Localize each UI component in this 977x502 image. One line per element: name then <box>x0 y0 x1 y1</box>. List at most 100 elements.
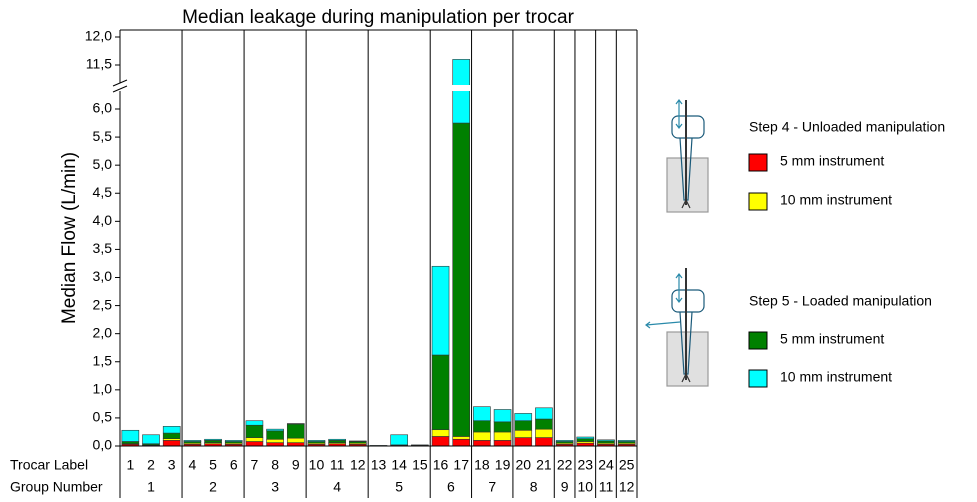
y-tick-label: 2,0 <box>93 324 113 340</box>
bar-segment <box>204 438 222 441</box>
axis-break-gap <box>114 83 126 91</box>
bar-segment <box>286 442 305 447</box>
bar-segment <box>493 409 512 423</box>
bar-segment <box>286 423 305 425</box>
bar-segment <box>617 440 636 442</box>
x-tick-label: 6 <box>230 457 238 473</box>
bar-segment <box>245 420 264 426</box>
bar-segment <box>121 429 140 442</box>
legend-label: 10 mm instrument <box>780 369 892 385</box>
bar-segment <box>597 440 615 444</box>
y-tick-label: 1,0 <box>93 381 113 397</box>
legend-title: Step 5 - Loaded manipulation <box>749 293 932 309</box>
bar-segment <box>555 440 574 442</box>
x-tick-label: 16 <box>433 457 449 473</box>
bar-segment <box>535 428 553 438</box>
legend-swatch <box>748 331 768 350</box>
bar-segment <box>162 426 181 434</box>
x-tick-label: 14 <box>391 457 407 473</box>
x-tick-label: 5 <box>209 457 217 473</box>
bar-segment <box>307 440 326 442</box>
y-tick-label: 2,5 <box>93 296 113 312</box>
bar-segment <box>535 407 553 420</box>
x-tick-label: 3 <box>168 457 176 473</box>
bar-segment <box>286 423 305 439</box>
bar-segment <box>576 438 595 442</box>
bar-segment <box>431 429 450 437</box>
row-label: Trocar Label <box>10 457 88 473</box>
bar-segment <box>411 444 429 446</box>
bar-segment <box>266 442 284 447</box>
x-tick-label: 22 <box>557 457 573 473</box>
bar-segment <box>349 440 367 442</box>
group-label: 5 <box>395 479 403 495</box>
group-label: 10 <box>578 479 594 495</box>
y-tick-label: 0,0 <box>93 437 113 453</box>
bar-segment <box>245 441 264 447</box>
y-tick-label: 5,5 <box>93 128 113 144</box>
x-tick-label: 24 <box>598 457 614 473</box>
bar-segment <box>328 440 346 443</box>
bar-segment <box>452 438 471 447</box>
x-tick-label: 19 <box>495 457 511 473</box>
bar-segment <box>576 436 595 439</box>
x-tick-label: 21 <box>536 457 552 473</box>
y-tick-label: 3,0 <box>93 268 113 284</box>
legend-title: Step 4 - Unloaded manipulation <box>749 119 945 135</box>
group-label: 4 <box>333 479 341 495</box>
x-tick-label: 15 <box>412 457 428 473</box>
bar-segment <box>535 437 553 447</box>
x-tick-label: 8 <box>271 457 279 473</box>
y-tick-label: 11,5 <box>86 56 112 72</box>
bar-segment <box>473 420 491 433</box>
x-tick-label: 9 <box>292 457 300 473</box>
group-label: 8 <box>530 479 538 495</box>
y-tick-label: 1,5 <box>93 352 113 368</box>
group-label: 6 <box>447 479 455 495</box>
group-label: 1 <box>147 479 155 495</box>
x-tick-label: 23 <box>578 457 594 473</box>
bar-segment <box>473 440 491 447</box>
axis-break-gap <box>451 85 472 91</box>
x-tick-label: 25 <box>619 457 635 473</box>
x-tick-label: 2 <box>147 457 155 473</box>
bar-segment <box>452 122 471 437</box>
bar-segment <box>514 420 533 431</box>
bar-segment <box>473 406 491 422</box>
bar-segment <box>266 430 284 440</box>
x-tick-label: 1 <box>126 457 134 473</box>
y-tick-label: 5,0 <box>93 156 113 172</box>
row-label: Group Number <box>10 479 103 495</box>
axis-break-mark <box>112 79 128 93</box>
x-tick-label: 17 <box>453 457 469 473</box>
bar-segment <box>452 59 471 124</box>
group-label: 11 <box>599 479 614 495</box>
x-tick-label: 4 <box>188 457 196 473</box>
x-tick-label: 7 <box>251 457 259 473</box>
bar-segment <box>535 418 553 430</box>
x-tick-label: 13 <box>371 457 387 473</box>
bar-segment <box>473 431 491 441</box>
bar-segment <box>514 437 533 447</box>
legend-label: 10 mm instrument <box>780 192 892 208</box>
bar-segment <box>162 440 181 447</box>
chart-title: Median leakage during manipulation per t… <box>182 7 575 28</box>
bar-segment <box>204 440 222 443</box>
legend-label: 5 mm instrument <box>780 331 884 347</box>
y-tick-label: 12,0 <box>85 28 112 44</box>
bar-segment <box>452 436 471 440</box>
y-tick-label: 4,0 <box>93 212 113 228</box>
bar-segment <box>328 438 346 441</box>
group-label: 3 <box>271 479 279 495</box>
bar-segment <box>245 437 264 442</box>
bar-segment <box>493 440 512 447</box>
y-tick-label: 0,5 <box>93 409 113 425</box>
x-tick-label: 18 <box>474 457 490 473</box>
bar-segment <box>142 434 160 445</box>
bar-segment <box>514 413 533 422</box>
x-tick-label: 10 <box>309 457 325 473</box>
bar-segment <box>266 428 284 432</box>
group-label: 2 <box>209 479 217 495</box>
legend-label: 5 mm instrument <box>780 153 884 169</box>
